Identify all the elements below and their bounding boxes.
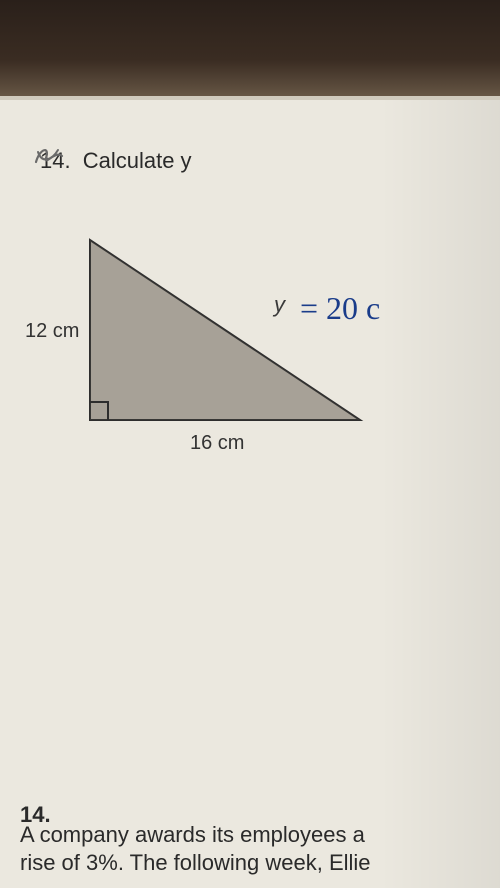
handwritten-answer: = 20 c	[300, 290, 380, 327]
q13-prompt: Calculate y	[83, 148, 192, 173]
side-a-label: 12 cm	[25, 320, 79, 343]
worksheet-paper: 14. Calculate y 12 cm 16 cm y = 20 c	[0, 100, 500, 888]
q14-line1: A company awards its employees a	[20, 822, 365, 847]
hypotenuse-label: y	[274, 292, 285, 318]
triangle-diagram: 12 cm 16 cm y	[50, 230, 450, 490]
content-area: 14. Calculate y 12 cm 16 cm y = 20 c	[0, 100, 500, 888]
question-13: 14. Calculate y	[40, 148, 192, 174]
desk-background	[0, 0, 500, 100]
side-b-label: 16 cm	[190, 432, 244, 455]
question-14-text: A company awards its employees a rise of…	[20, 821, 500, 878]
q14-line2: rise of 3%. The following week, Ellie	[20, 850, 371, 875]
triangle-svg	[50, 230, 450, 490]
q13-number: 14.	[40, 148, 71, 174]
triangle-shade	[90, 240, 360, 420]
q13-number-text: 14.	[40, 148, 71, 173]
